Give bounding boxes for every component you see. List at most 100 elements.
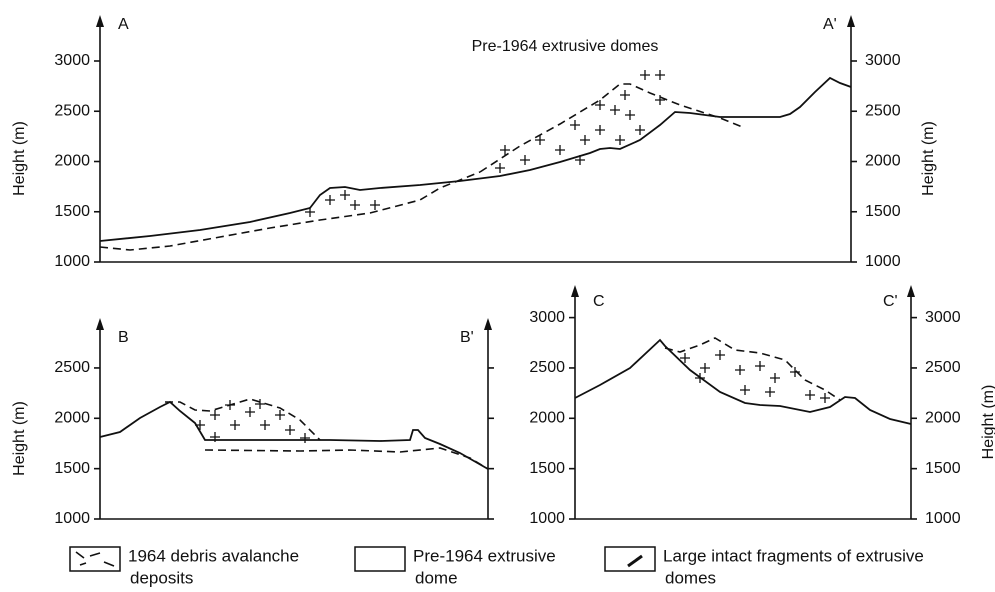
dome-cross <box>715 350 725 360</box>
y-tick-label: 2500 <box>529 359 565 376</box>
dome-cross <box>740 385 750 395</box>
ground-profile <box>99 400 489 470</box>
dome-cross <box>495 163 505 173</box>
dome-cross <box>635 125 645 135</box>
y-tick-label: 2500 <box>925 359 961 376</box>
y-tick-label: 2000 <box>54 153 90 170</box>
y-axis-label: Height (m) <box>11 121 28 196</box>
legend-box <box>604 546 656 572</box>
dome-cross <box>595 125 605 135</box>
dome-cross <box>640 70 650 80</box>
dome-cross <box>275 410 285 420</box>
pre-profile <box>664 337 841 401</box>
dome-cross <box>735 365 745 375</box>
dome-cross <box>260 420 270 430</box>
legend-label: Large intact fragments of extrusive <box>663 546 924 565</box>
legend-label: 1964 debris avalanche <box>128 546 299 565</box>
legend-pattern <box>627 554 643 568</box>
base-profile <box>204 447 489 470</box>
dome-cross <box>555 145 565 155</box>
y-tick-label: 1000 <box>529 510 565 527</box>
dome-cross <box>765 387 775 397</box>
axis-arrow <box>484 318 492 330</box>
dome-cross <box>300 433 310 443</box>
axis-arrow <box>907 285 915 297</box>
dome-cross <box>370 200 380 210</box>
legend-pattern <box>75 551 115 567</box>
y-axis-label: Height (m) <box>980 385 995 460</box>
y-tick-label: 2000 <box>925 410 961 427</box>
dome-cross <box>535 135 545 145</box>
dome-cross <box>230 420 240 430</box>
dome-cross <box>680 353 690 363</box>
dome-cross <box>520 155 530 165</box>
legend-label: dome <box>415 568 458 587</box>
dome-cross <box>285 425 295 435</box>
y-tick-label: 2500 <box>865 102 901 119</box>
dome-cross <box>595 100 605 110</box>
section-label: A <box>118 16 129 33</box>
section-label: C' <box>883 293 898 310</box>
y-tick-label: 1500 <box>925 460 961 477</box>
dome-cross <box>790 367 800 377</box>
axis-arrow <box>571 285 579 297</box>
pre-profile <box>165 398 321 441</box>
y-tick-label: 2000 <box>54 410 90 427</box>
dome-cross <box>625 110 635 120</box>
pre-profile <box>479 83 746 173</box>
section-label: B <box>118 329 129 346</box>
base-profile <box>99 171 481 251</box>
dome-cross <box>615 135 625 145</box>
dome-cross <box>770 373 780 383</box>
dome-cross <box>500 145 510 155</box>
y-tick-label: 2500 <box>54 359 90 376</box>
y-tick-label: 1000 <box>54 510 90 527</box>
y-tick-label: 1000 <box>925 510 961 527</box>
dome-cross <box>225 400 235 410</box>
dome-cross <box>580 135 590 145</box>
y-tick-label: 3000 <box>865 52 901 69</box>
section-label: B' <box>460 329 474 346</box>
dome-cross <box>305 207 315 217</box>
section-title: Pre-1964 extrusive domes <box>472 38 659 55</box>
legend-box <box>354 546 406 572</box>
dome-cross <box>620 90 630 100</box>
y-tick-label: 1500 <box>865 203 901 220</box>
dome-cross <box>655 70 665 80</box>
y-tick-label: 2500 <box>54 102 90 119</box>
dome-cross <box>255 399 265 409</box>
y-tick-label: 3000 <box>925 309 961 326</box>
dome-cross <box>695 373 705 383</box>
dome-cross <box>805 390 815 400</box>
dome-cross <box>610 105 620 115</box>
y-tick-label: 3000 <box>54 52 90 69</box>
y-axis-label: Height (m) <box>11 401 28 476</box>
section-label: A' <box>823 16 837 33</box>
y-tick-label: 1000 <box>54 253 90 270</box>
ground-profile <box>99 76 852 242</box>
legend-label: deposits <box>130 568 193 587</box>
axis-arrow <box>96 318 104 330</box>
section-label: C <box>593 293 605 310</box>
axis-arrow <box>847 15 855 27</box>
legend-label: domes <box>665 568 716 587</box>
dome-cross <box>700 363 710 373</box>
y-tick-label: 1500 <box>54 460 90 477</box>
ground-profile <box>574 338 912 425</box>
y-axis-label: Height (m) <box>920 121 937 196</box>
y-tick-label: 1000 <box>865 253 901 270</box>
dome-cross <box>820 393 830 403</box>
y-tick-label: 1500 <box>529 460 565 477</box>
dome-cross <box>755 361 765 371</box>
dome-cross <box>325 195 335 205</box>
axis-arrow <box>96 15 104 27</box>
dome-cross <box>655 95 665 105</box>
legend-label: Pre-1964 extrusive <box>413 546 556 565</box>
y-tick-label: 3000 <box>529 309 565 326</box>
y-tick-label: 1500 <box>54 203 90 220</box>
dome-cross <box>210 432 220 442</box>
y-tick-label: 2000 <box>865 153 901 170</box>
legend-box <box>69 546 121 572</box>
